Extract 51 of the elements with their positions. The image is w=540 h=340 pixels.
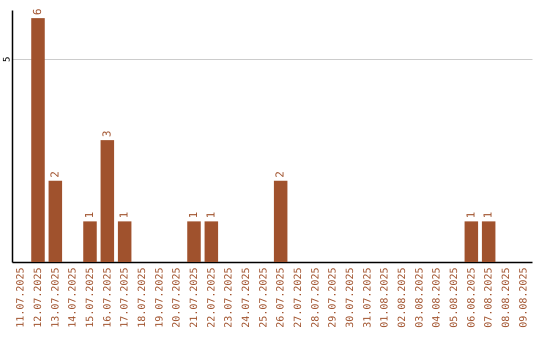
x-tick-label: 26.07.2025 <box>276 268 287 328</box>
data-label: 2 <box>48 171 62 178</box>
x-tick-label: 23.07.2025 <box>224 268 235 328</box>
x-tick-label: 07.08.2025 <box>484 268 495 328</box>
bar <box>204 221 218 262</box>
data-label: 3 <box>100 130 114 138</box>
bar <box>187 221 201 262</box>
x-tick-label: 02.08.2025 <box>397 268 408 328</box>
bar <box>274 180 288 262</box>
bar <box>464 221 478 262</box>
data-label: 1 <box>83 212 96 218</box>
x-tick-label: 12.07.2025 <box>33 268 44 328</box>
x-tick-label: 20.07.2025 <box>172 268 183 328</box>
data-label: 2 <box>274 171 287 178</box>
x-tick-label: 04.08.2025 <box>432 268 443 328</box>
x-tick-label: 05.08.2025 <box>449 268 460 328</box>
x-tick-label: 03.08.2025 <box>414 268 426 328</box>
x-tick-label: 08.08.2025 <box>501 268 512 328</box>
bar <box>118 221 132 262</box>
x-tick-label: 28.07.2025 <box>310 268 322 328</box>
data-label: 1 <box>482 212 495 218</box>
x-tick-label: 27.07.2025 <box>293 268 304 328</box>
bar <box>83 221 97 262</box>
x-tick-label: 25.07.2025 <box>258 268 270 328</box>
x-tick-label: 13.07.2025 <box>50 268 62 328</box>
x-tick-label: 16.07.2025 <box>102 268 114 328</box>
data-label: 1 <box>464 212 478 218</box>
x-tick-label: 24.07.2025 <box>241 268 252 328</box>
x-tick-label: 22.07.2025 <box>206 268 218 328</box>
x-tick-label: 11.07.2025 <box>16 268 27 328</box>
y-tick-label: 5 <box>2 56 12 62</box>
x-tick-label: 29.07.2025 <box>328 268 339 328</box>
x-tick-label: 09.08.2025 <box>518 268 530 328</box>
data-label: 1 <box>118 212 131 218</box>
x-tick-label: 30.07.2025 <box>345 268 356 328</box>
data-label: 6 <box>31 8 44 16</box>
bar <box>482 221 496 262</box>
x-tick-label: 14.07.2025 <box>68 268 79 328</box>
x-tick-label: 31.07.2025 <box>362 268 374 328</box>
x-tick-label: 18.07.2025 <box>137 268 148 328</box>
x-tick-label: 21.07.2025 <box>189 268 200 328</box>
bar <box>100 140 114 262</box>
bar <box>48 180 62 262</box>
data-label: 1 <box>187 212 200 218</box>
x-tick-label: 17.07.2025 <box>120 268 131 328</box>
x-tick-label: 01.08.2025 <box>380 268 391 328</box>
data-label: 1 <box>204 212 218 218</box>
x-tick-label: 15.07.2025 <box>85 268 96 328</box>
x-tick-label: 06.08.2025 <box>466 268 478 328</box>
bar <box>31 18 45 262</box>
x-tick-label: 19.07.2025 <box>154 268 166 328</box>
